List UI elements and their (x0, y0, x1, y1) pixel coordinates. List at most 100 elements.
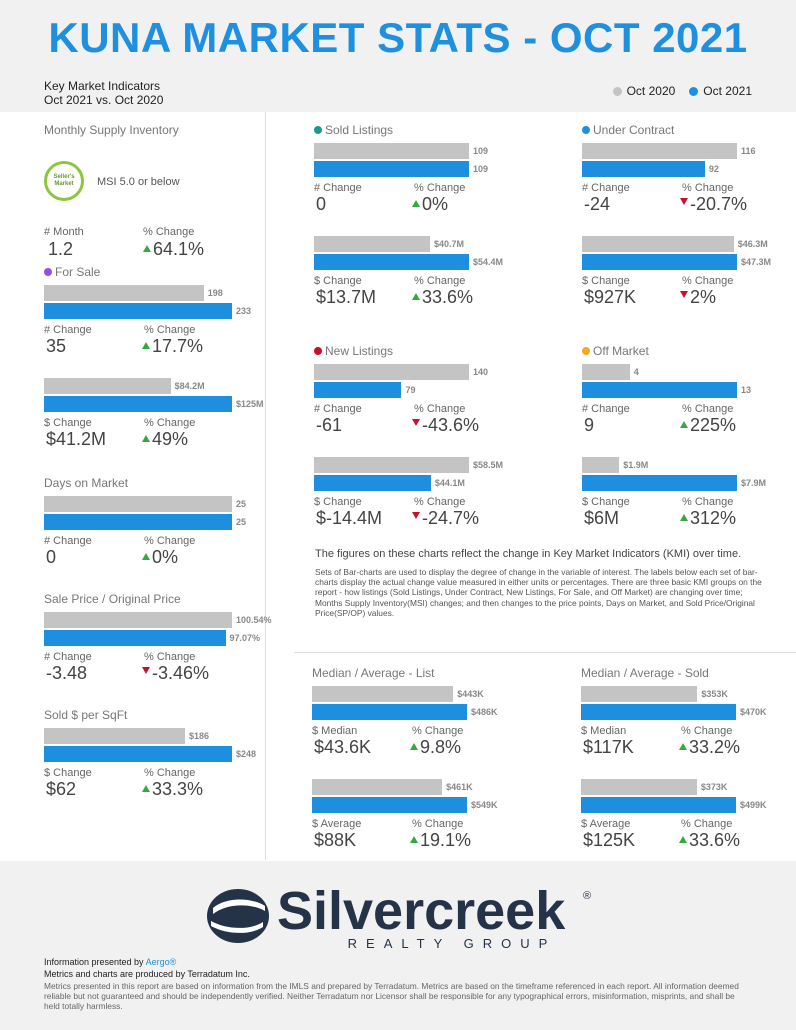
footer (0, 861, 796, 1030)
up-arrow-icon (143, 245, 151, 252)
page-title: KUNA MARKET STATS - OCT 2021 (48, 14, 748, 61)
for-sale-label-current: 233 (236, 306, 252, 316)
under-contract-num-label: # Change (582, 182, 630, 194)
for-sale-dollar-num-value: $41.2M (46, 429, 107, 449)
description-heading: The figures on these charts reflect the … (315, 548, 742, 560)
off-market-label-prior: 4 (633, 367, 639, 377)
median-list-pct-label: % Change (412, 725, 464, 737)
for-sale-bar-prior (44, 285, 204, 301)
for-sale-dollar-label-current: $125M (236, 399, 264, 409)
for-sale-title: For Sale (44, 265, 100, 279)
up-arrow-icon (142, 785, 150, 792)
legend: Oct 2020 Oct 2021 (612, 84, 752, 98)
average-sold-bar-current (581, 797, 736, 813)
sold-per-sqft-label-prior: $186 (189, 731, 210, 741)
new-listings-num-value: -61 (316, 415, 343, 435)
average-sold-label-prior: $373K (700, 782, 728, 792)
median-sold-bar-current (581, 704, 736, 720)
description-body: Sets of Bar-charts are used to display t… (315, 567, 762, 618)
under-contract-pct-text: -20.7% (690, 194, 748, 214)
new-listings-dollar-label-prior: $58.5M (473, 460, 504, 470)
off-market-dollar-bar-current (582, 475, 737, 491)
for-sale-dollar-num-label: $ Change (44, 417, 92, 429)
sale-price-orig-bar-prior (44, 612, 232, 628)
for-sale-pct-label: % Change (144, 324, 196, 336)
off-market-dollar-label-prior: $1.9M (623, 460, 649, 470)
header: KUNA MARKET STATS - OCT 2021 Key Market … (0, 0, 796, 112)
average-sold-num-label: $ Average (581, 818, 631, 830)
up-arrow-icon (679, 743, 687, 750)
days-on-market-bar-prior (44, 496, 232, 512)
median-list-pct-text: 9.8% (420, 737, 462, 757)
for-sale-dollar-bar-prior (44, 378, 171, 394)
sale-price-orig-label-prior: 100.54% (236, 615, 272, 625)
sold-per-sqft-pct-value: 33.3% (142, 779, 203, 800)
under-contract-dollar-label-current: $47.3M (741, 257, 772, 267)
off-market-num-label: # Change (582, 403, 630, 415)
for-sale-pct-value: 17.7% (142, 336, 203, 357)
average-list-num-value: $88K (314, 830, 357, 850)
up-arrow-icon (410, 836, 418, 843)
off-market-dot-icon (582, 347, 590, 355)
under-contract-title: Under Contract (582, 123, 674, 137)
aergo-link[interactable]: Aergo® (145, 957, 177, 967)
new-listings-label-current: 79 (405, 385, 416, 395)
sale-price-orig-bar-current (44, 630, 226, 646)
median-list-label-prior: $443K (457, 689, 484, 699)
new-listings-dollar-num-value: $-14.4M (316, 508, 383, 528)
new-listings-bar-current (314, 382, 402, 398)
median-sold-num-label: $ Median (581, 725, 627, 737)
for-sale-num-value: 35 (46, 336, 67, 356)
sale-price-orig-title-text: Sale Price / Original Price (44, 592, 181, 606)
down-arrow-icon (142, 667, 150, 674)
disclaimer: Metrics presented in this report are bas… (44, 981, 739, 1012)
sale-price-orig-label-current: 97.07% (229, 633, 261, 643)
up-arrow-icon (142, 553, 150, 560)
sold-per-sqft-pct-text: 33.3% (152, 779, 204, 799)
new-listings-dollar-bar-current (314, 475, 431, 491)
average-list-pct-value: 19.1% (410, 830, 471, 851)
legend-label-current: Oct 2021 (703, 84, 752, 98)
median-list-title-text: Median / Average - List (312, 666, 435, 680)
for-sale-bar-current (44, 303, 232, 319)
average-list-num-label: $ Average (312, 818, 362, 830)
median-sold-pct-value: 33.2% (679, 737, 740, 758)
msi-pct-label: % Change (143, 226, 195, 238)
average-sold-bar-prior (581, 779, 697, 795)
sale-price-orig-num-label: # Change (44, 651, 92, 663)
sold-per-sqft-title-text: Sold $ per SqFt (44, 708, 128, 722)
presented-prefix: Information presented by (44, 957, 146, 967)
median-list-bar-current (312, 704, 467, 720)
sold-listings-pct-label: % Change (414, 182, 466, 194)
days-on-market-pct-label: % Change (144, 535, 196, 547)
average-list-bar-prior (312, 779, 443, 795)
off-market-pct-label: % Change (682, 403, 734, 415)
sold-per-sqft-bar-prior (44, 728, 185, 744)
median-list-num-value: $43.6K (314, 737, 372, 757)
under-contract-bar-prior (582, 143, 737, 159)
median-sold-label-prior: $353K (701, 689, 728, 699)
median-list-label-current: $486K (471, 707, 498, 717)
off-market-pct-value: 225% (680, 415, 736, 436)
sold-per-sqft-pct-label: % Change (144, 767, 196, 779)
under-contract-dollar-num-value: $927K (584, 287, 637, 307)
sold-listings-title-text: Sold Listings (325, 123, 394, 137)
off-market-num-value: 9 (584, 415, 595, 435)
badge-line2: Market (54, 181, 74, 187)
sold-listings-dollar-bar-prior (314, 236, 430, 252)
sold-listings-bar-current (314, 161, 469, 177)
median-list-bar-prior (312, 686, 454, 702)
new-listings-pct-text: -43.6% (422, 415, 480, 435)
average-sold-label-current: $499K (740, 800, 767, 810)
logo-subtitle: REALTY GROUP (347, 936, 557, 951)
sold-listings-dollar-num-label: $ Change (314, 275, 362, 287)
new-listings-dollar-pct-text: -24.7% (422, 508, 480, 528)
sold-listings-num-value: 0 (316, 194, 327, 214)
up-arrow-icon (410, 743, 418, 750)
median-sold-title-text: Median / Average - Sold (581, 666, 709, 680)
sold-listings-title: Sold Listings (314, 123, 393, 137)
off-market-dollar-num-value: $6M (584, 508, 620, 528)
msi-title: Monthly Supply Inventory (44, 123, 179, 137)
under-contract-pct-value: -20.7% (680, 194, 747, 215)
down-arrow-icon (412, 512, 420, 519)
